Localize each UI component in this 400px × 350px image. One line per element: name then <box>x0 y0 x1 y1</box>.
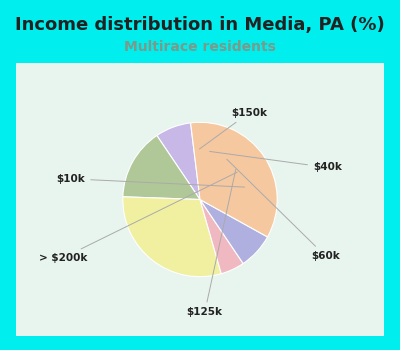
Text: Income distribution in Media, PA (%): Income distribution in Media, PA (%) <box>15 16 385 34</box>
Text: $60k: $60k <box>227 159 340 261</box>
Text: Multirace residents: Multirace residents <box>124 40 276 54</box>
Wedge shape <box>123 135 200 200</box>
Wedge shape <box>200 199 268 264</box>
Text: > $200k: > $200k <box>39 172 237 263</box>
Wedge shape <box>157 123 200 200</box>
Wedge shape <box>200 199 243 274</box>
Wedge shape <box>123 197 221 277</box>
Text: $40k: $40k <box>210 152 342 173</box>
Text: $10k: $10k <box>56 174 245 187</box>
FancyBboxPatch shape <box>9 57 391 342</box>
Text: $150k: $150k <box>200 108 267 149</box>
Wedge shape <box>190 122 277 237</box>
Text: $125k: $125k <box>187 169 236 317</box>
